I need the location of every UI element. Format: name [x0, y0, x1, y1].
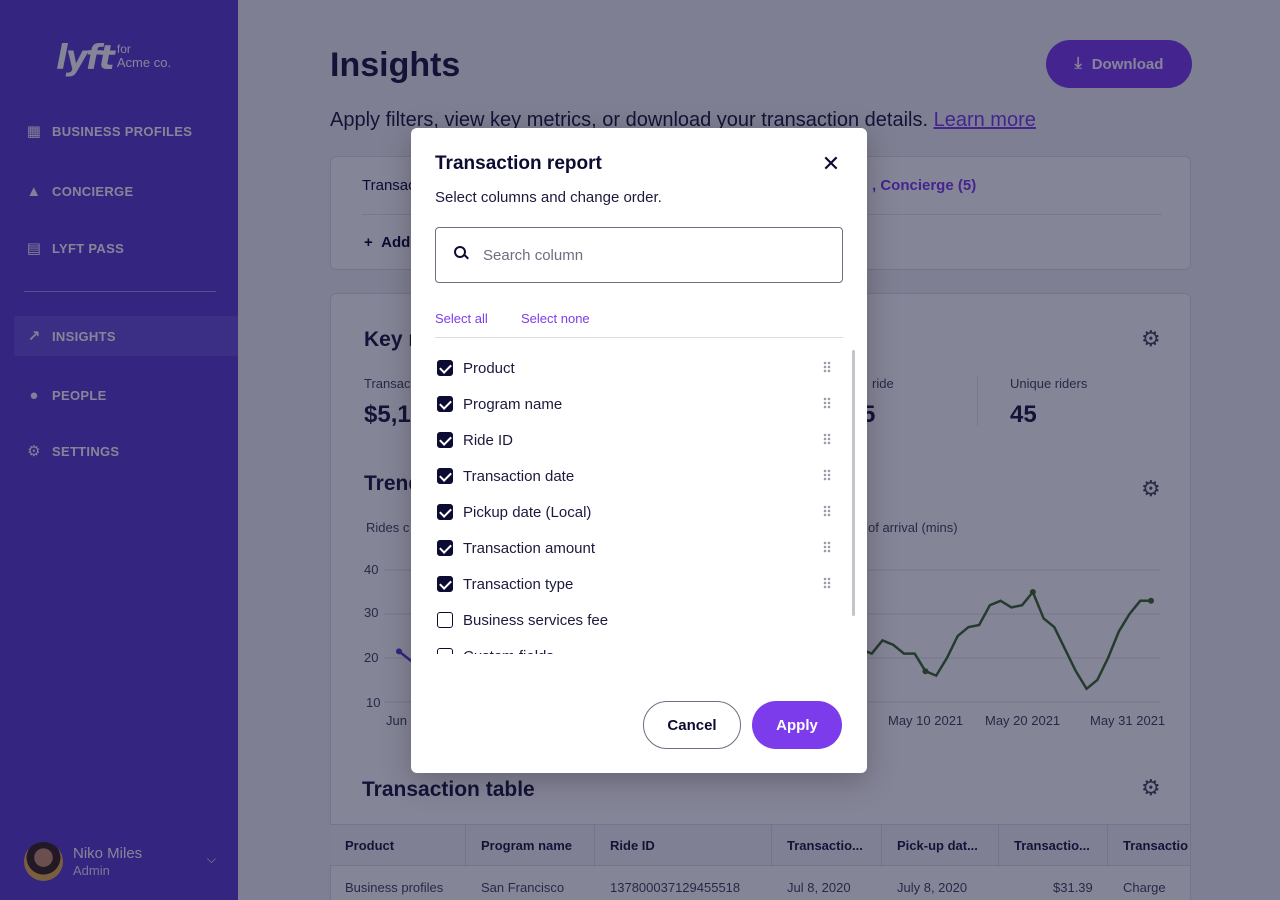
column-option[interactable]: Custom fields	[435, 638, 835, 654]
drag-handle-icon[interactable]	[823, 397, 831, 409]
column-checkbox[interactable]	[437, 648, 453, 654]
column-option-label: Pickup date (Local)	[463, 503, 592, 521]
drag-handle-icon[interactable]	[823, 505, 831, 517]
column-option[interactable]: Transaction type	[435, 566, 835, 602]
column-list: Product Program name Ride ID Transaction da…	[435, 350, 843, 654]
column-option-label: Product	[463, 359, 515, 377]
modal-subtitle: Select columns and change order.	[435, 189, 662, 206]
column-option-label: Transaction type	[463, 575, 574, 593]
apply-button[interactable]: Apply	[752, 701, 842, 749]
column-option[interactable]: Product	[435, 350, 835, 386]
column-option-label: Ride ID	[463, 431, 514, 449]
column-checkbox[interactable]	[437, 468, 453, 484]
column-option-label: Custom fields	[463, 648, 554, 655]
column-option[interactable]: Pickup date (Local)	[435, 494, 835, 530]
column-option[interactable]: Transaction date	[435, 458, 835, 494]
search-field[interactable]	[435, 227, 843, 283]
select-none-button[interactable]: Select none	[521, 311, 590, 326]
column-checkbox[interactable]	[437, 360, 453, 376]
drag-handle-icon[interactable]	[823, 541, 831, 553]
modal-title: Transaction report	[435, 153, 602, 174]
column-checkbox[interactable]	[437, 504, 453, 520]
select-all-button[interactable]: Select all	[435, 311, 488, 326]
column-option-label: Program name	[463, 395, 563, 413]
column-option[interactable]: Program name	[435, 386, 835, 422]
drag-handle-icon[interactable]	[823, 469, 831, 481]
scrollbar[interactable]	[852, 350, 855, 616]
column-option-label: Business services fee	[463, 611, 609, 629]
search-input[interactable]	[483, 242, 823, 268]
column-checkbox[interactable]	[437, 432, 453, 448]
column-checkbox[interactable]	[437, 576, 453, 592]
column-checkbox[interactable]	[437, 540, 453, 556]
list-divider	[435, 337, 843, 338]
column-checkbox[interactable]	[437, 612, 453, 628]
drag-handle-icon[interactable]	[823, 433, 831, 445]
column-option[interactable]: Business services fee	[435, 602, 835, 638]
drag-handle-icon[interactable]	[823, 361, 831, 373]
column-checkbox[interactable]	[437, 396, 453, 412]
column-option[interactable]: Ride ID	[435, 422, 835, 458]
column-option[interactable]: Transaction amount	[435, 530, 835, 566]
close-icon[interactable]: ✕	[821, 151, 841, 176]
column-option-label: Transaction date	[463, 467, 575, 485]
column-option-label: Transaction amount	[463, 539, 596, 557]
cancel-button[interactable]: Cancel	[643, 701, 741, 749]
transaction-report-modal: Transaction report ✕ Select columns and …	[411, 128, 867, 773]
search-icon	[454, 246, 466, 258]
drag-handle-icon[interactable]	[823, 577, 831, 589]
